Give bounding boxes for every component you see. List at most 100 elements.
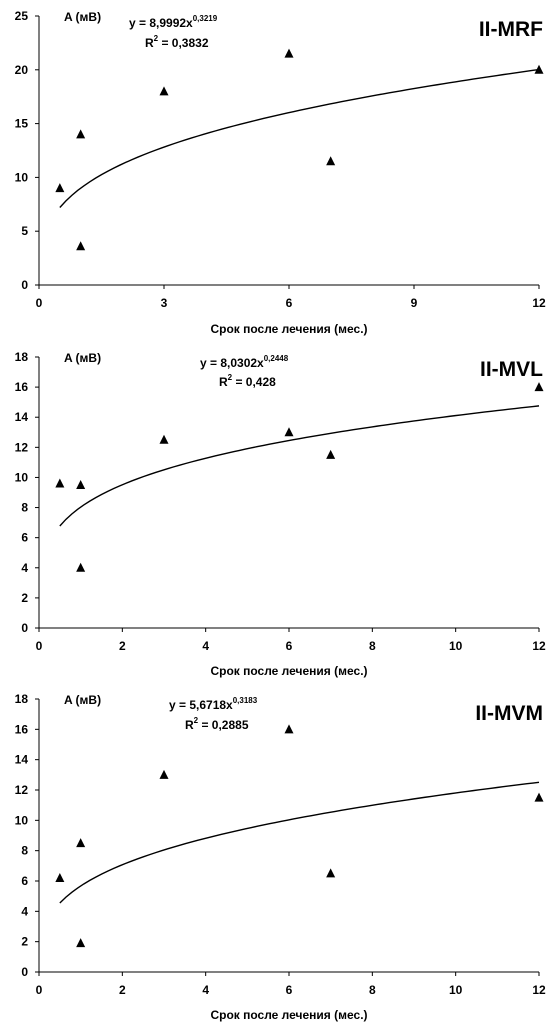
y-tick-label: 20 [15,63,29,77]
trend-equation-base: y = 8,0302x [200,356,264,370]
y-tick-label: 18 [15,692,29,706]
data-point-marker [284,48,294,58]
x-tick-label: 2 [119,639,126,653]
y-tick-label: 2 [21,935,28,949]
y-tick-label: 0 [21,965,28,979]
x-tick-label: 6 [286,639,293,653]
data-point-marker [76,938,86,948]
r-squared-exponent: 2 [194,716,199,725]
trend-line [59,781,540,904]
x-tick-label: 12 [532,296,546,310]
r-squared-value: = 0,3832 [158,36,209,50]
y-tick-label: 10 [15,813,29,827]
y-tick-label: 25 [15,9,29,23]
trend-equation-exponent: 0,2448 [264,354,289,363]
data-point-marker [76,838,86,848]
data-point-marker [76,562,86,572]
data-point-marker [55,183,65,193]
data-point-marker [534,382,544,392]
y-tick-label: 5 [21,224,28,238]
y-tick-label: 16 [15,722,29,736]
x-tick-label: 0 [36,983,43,997]
chart-title: II-MVL [480,358,543,381]
x-tick-label: 0 [36,296,43,310]
r-squared-exponent: 2 [228,373,233,382]
trend-equation: y = 8,9992x0,3219 [129,14,218,30]
trend-equation-base: y = 8,9992x [129,16,193,30]
data-point-marker [76,241,86,251]
y-tick-label: 15 [15,117,29,131]
x-tick-label: 9 [411,296,418,310]
y-tick-label: 4 [21,904,28,918]
chart-title: II-MVM [475,702,543,725]
data-point-marker [159,86,169,96]
chart-ii-mrf: II-MRF A (мВ) y = 8,9992x0,3219 R2 = 0,3… [15,9,546,336]
x-tick-label: 2 [119,983,126,997]
x-tick-label: 12 [532,639,546,653]
chart-ii-mvm: II-MVM A (мВ) y = 5,6718x0,3183 R2 = 0,2… [15,692,546,1022]
y-tick-label: 10 [15,170,29,184]
x-tick-label: 6 [286,983,293,997]
y-axis-label: A (мВ) [64,351,101,365]
trend-equation-exponent: 0,3183 [233,696,258,705]
r-squared-value: = 0,428 [232,375,276,389]
x-tick-label: 8 [369,983,376,997]
y-tick-label: 14 [15,410,29,424]
trend-equation: y = 8,0302x0,2448 [200,354,289,370]
trend-line [59,405,540,527]
r-squared-symbol: R [219,375,228,389]
r-squared-symbol: R [185,718,194,732]
x-tick-label: 4 [202,983,209,997]
data-point-marker [326,156,336,166]
x-axis-label: Срок после лечения (мес.) [210,1008,367,1022]
chart-title: II-MRF [479,18,543,41]
x-tick-label: 12 [532,983,546,997]
y-tick-label: 12 [15,783,29,797]
y-tick-label: 2 [21,591,28,605]
data-point-marker [159,769,169,779]
data-point-marker [284,724,294,734]
trend-line [59,68,540,209]
x-axis-label: Срок после лечения (мес.) [210,322,367,336]
trend-equation-exponent: 0,3219 [193,14,218,23]
y-tick-label: 12 [15,440,29,454]
x-tick-label: 4 [202,639,209,653]
y-tick-label: 16 [15,380,29,394]
r-squared: R2 = 0,2885 [185,716,249,732]
x-axis-label: Срок после лечения (мес.) [210,664,367,678]
y-tick-label: 18 [15,350,29,364]
y-tick-label: 10 [15,470,29,484]
y-tick-label: 6 [21,874,28,888]
data-point-marker [534,792,544,802]
y-tick-label: 8 [21,501,28,515]
r-squared-symbol: R [145,36,154,50]
data-point-marker [76,129,86,139]
x-tick-label: 8 [369,639,376,653]
data-point-marker [326,868,336,878]
data-point-marker [76,479,86,489]
x-tick-label: 10 [449,983,463,997]
data-point-marker [534,64,544,74]
data-point-marker [326,449,336,459]
x-tick-label: 6 [286,296,293,310]
y-tick-label: 8 [21,844,28,858]
r-squared-value: = 0,2885 [198,718,249,732]
chart-ii-mvl: II-MVL A (мВ) y = 8,0302x0,2448 R2 = 0,4… [15,350,546,678]
y-tick-label: 0 [21,621,28,635]
y-tick-label: 0 [21,278,28,292]
x-tick-label: 3 [161,296,168,310]
x-tick-label: 0 [36,639,43,653]
y-tick-label: 4 [21,561,28,575]
data-point-marker [159,434,169,444]
y-tick-label: 6 [21,531,28,545]
x-tick-label: 10 [449,639,463,653]
r-squared: R2 = 0,428 [219,373,276,389]
r-squared: R2 = 0,3832 [145,34,209,50]
data-point-marker [284,427,294,437]
trend-equation-base: y = 5,6718x [169,698,233,712]
data-point-marker [55,478,65,488]
y-axis-label: A (мВ) [64,10,101,24]
r-squared-exponent: 2 [154,34,159,43]
data-point-marker [55,872,65,882]
